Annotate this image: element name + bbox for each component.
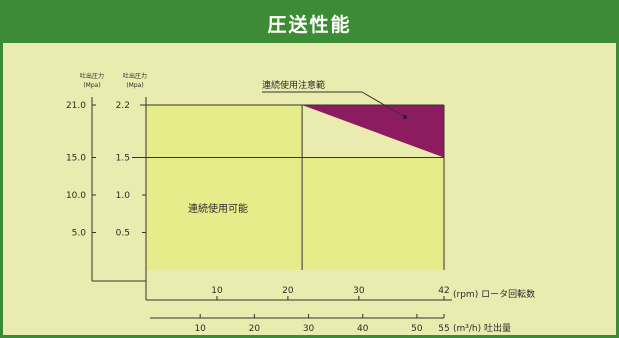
inner-y-tick-label: 1.0 — [116, 191, 131, 201]
outer-y-tick-label: 21.0 — [66, 101, 86, 111]
inner-y-tick-label: 1.5 — [116, 154, 130, 164]
region-continuous-use — [146, 105, 444, 270]
x-bottom-tick-label: 50 — [411, 324, 423, 334]
x-bottom-tick-label: 10 — [194, 324, 206, 334]
title-bar: 圧送性能 — [3, 3, 616, 43]
outer-y-axis-unit: (Mpa) — [83, 82, 100, 89]
x-bottom-tick-label: 30 — [303, 324, 315, 334]
inner-y-axis-label: 吐出圧力 — [123, 72, 147, 80]
x-bottom-tick-label: 40 — [357, 324, 369, 334]
inner-y-axis-unit: (Mpa) — [126, 82, 143, 89]
chart-title: 圧送性能 — [267, 14, 352, 36]
region-continuous-use-label: 連続使用可能 — [188, 202, 248, 215]
inner-y-tick-label: 2.2 — [116, 101, 130, 111]
outer-y-tick-label: 10.0 — [66, 191, 86, 201]
x-bottom-tick-label: 20 — [249, 324, 261, 334]
region-caution — [302, 105, 444, 158]
x-bottom-axis-label: (m³/h) 吐出量 — [453, 322, 511, 334]
outer-y-tick-label: 5.0 — [72, 229, 87, 239]
x-top-tick-label: 42 — [438, 286, 449, 296]
x-top-tick-label: 30 — [353, 286, 365, 296]
x-bottom-tick-label: 55 — [438, 324, 449, 334]
caution-leader-dot — [403, 115, 407, 119]
outer-y-tick-label: 15.0 — [66, 154, 86, 164]
x-top-axis-label: (rpm) ロータ回転数 — [453, 288, 535, 300]
region-caution-label: 連続使用注意範 — [262, 79, 325, 91]
caution-leader-line — [361, 91, 406, 118]
inner-y-tick-label: 0.5 — [116, 229, 130, 239]
x-top-tick-label: 10 — [211, 286, 223, 296]
x-top-tick-label: 20 — [282, 286, 294, 296]
outer-y-axis-label: 吐出圧力 — [80, 72, 104, 80]
